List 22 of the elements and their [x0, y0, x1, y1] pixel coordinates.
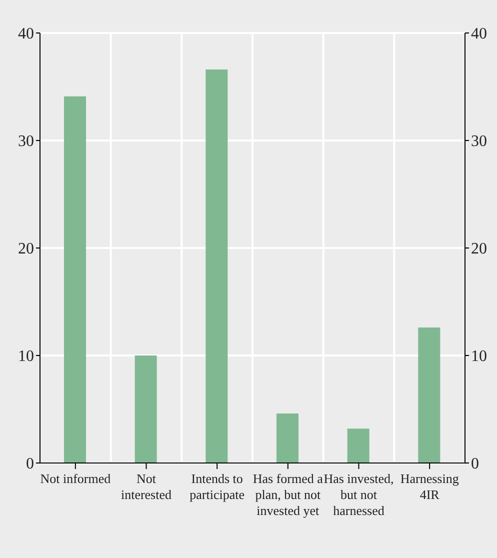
x-tick-label: Not interested — [120, 471, 172, 502]
y2-tick-label: 10 — [471, 348, 487, 366]
y-tick-label: 40 — [18, 26, 34, 43]
x-tick-label: Harnessing 4IR — [400, 471, 460, 502]
bar — [276, 414, 298, 463]
y-tick-label: 30 — [18, 133, 34, 150]
x-tick-label: Has formed a plan, but not invested yet — [252, 471, 324, 518]
x-tick-label: Not informed — [40, 471, 112, 486]
bar — [418, 328, 440, 463]
bar — [64, 96, 86, 463]
x-tick-label: Has invested, but not harnessed — [324, 471, 394, 518]
y-tick-label: 0 — [26, 456, 34, 473]
y2-tick-label: 40 — [471, 26, 487, 43]
y2-tick-label: 30 — [471, 133, 487, 150]
bar — [206, 70, 228, 463]
bar — [134, 356, 157, 463]
y2-tick-label: 20 — [471, 240, 487, 258]
y-tick-label: 20 — [18, 240, 34, 258]
y-tick-label: 10 — [18, 348, 34, 366]
x-tick-label: Intends to participate — [190, 471, 245, 502]
bar — [347, 428, 370, 463]
y2-tick-label: 0 — [471, 456, 479, 473]
